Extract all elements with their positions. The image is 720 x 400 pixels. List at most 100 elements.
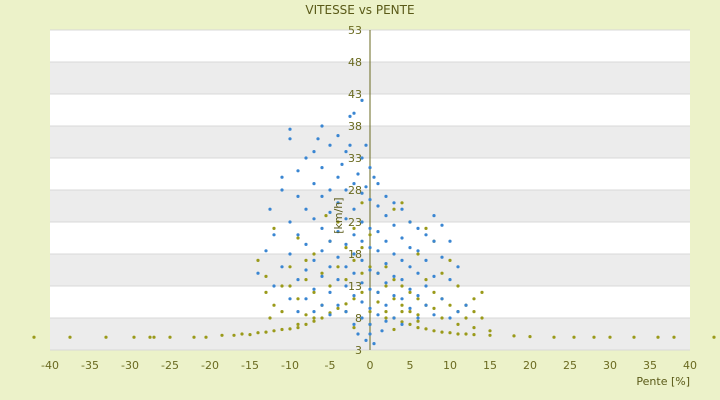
data-point xyxy=(288,265,292,269)
data-point xyxy=(408,290,412,294)
data-point xyxy=(408,287,412,291)
data-point xyxy=(440,316,444,320)
data-point xyxy=(352,182,356,186)
data-point xyxy=(320,316,324,320)
data-point xyxy=(400,258,404,262)
data-point xyxy=(360,201,364,205)
data-point xyxy=(340,162,344,166)
data-point xyxy=(432,329,436,333)
data-point xyxy=(432,290,436,294)
y-tick-label: 23 xyxy=(348,216,362,229)
y-tick-label: 48 xyxy=(348,56,362,69)
data-point xyxy=(384,310,388,314)
data-point xyxy=(360,258,364,262)
data-point xyxy=(400,201,404,205)
data-point xyxy=(552,335,556,339)
data-point xyxy=(328,188,332,192)
data-point xyxy=(296,236,300,240)
data-point xyxy=(392,223,396,227)
data-point xyxy=(424,258,428,262)
data-point xyxy=(288,297,292,301)
data-point xyxy=(368,226,372,230)
data-point xyxy=(372,175,376,179)
data-point xyxy=(320,124,324,128)
data-point xyxy=(464,316,468,320)
data-point xyxy=(312,182,316,186)
data-point xyxy=(360,220,364,224)
x-tick-label: 40 xyxy=(683,359,697,372)
data-point xyxy=(416,294,420,298)
data-point xyxy=(352,271,356,275)
data-point xyxy=(360,156,364,160)
data-point xyxy=(312,150,316,154)
data-point xyxy=(344,188,348,192)
data-point xyxy=(320,226,324,230)
data-point xyxy=(440,271,444,275)
data-point xyxy=(320,194,324,198)
data-point xyxy=(416,249,420,253)
data-point xyxy=(288,127,292,131)
data-point xyxy=(424,284,428,288)
data-point xyxy=(152,335,156,339)
data-point xyxy=(392,207,396,211)
data-point xyxy=(472,326,476,330)
data-point xyxy=(408,246,412,250)
data-point xyxy=(384,281,388,285)
data-point xyxy=(480,290,484,294)
data-point xyxy=(432,214,436,218)
data-point xyxy=(280,284,284,288)
data-point xyxy=(288,327,292,331)
data-point xyxy=(392,278,396,282)
data-point xyxy=(368,268,372,272)
data-point xyxy=(320,166,324,170)
data-point xyxy=(256,331,260,335)
x-tick-label: -25 xyxy=(161,359,179,372)
y-tick-label: 38 xyxy=(348,120,362,133)
data-point xyxy=(168,335,172,339)
data-point xyxy=(344,278,348,282)
x-tick-label: 25 xyxy=(563,359,577,372)
data-point xyxy=(264,274,268,278)
data-point xyxy=(424,303,428,307)
data-point xyxy=(400,236,404,240)
data-point xyxy=(400,310,404,314)
data-point xyxy=(312,319,316,323)
y-tick-labels: 38131823283338434853 xyxy=(348,24,362,357)
data-point xyxy=(368,198,372,202)
data-point xyxy=(440,330,444,334)
data-point xyxy=(432,306,436,310)
x-tick-label: -20 xyxy=(201,359,219,372)
data-point xyxy=(280,310,284,314)
data-point xyxy=(320,271,324,275)
data-point xyxy=(360,300,364,304)
data-point xyxy=(424,226,428,230)
data-point xyxy=(280,265,284,269)
data-point xyxy=(376,313,380,317)
data-point xyxy=(528,335,532,339)
data-point xyxy=(344,265,348,269)
data-point xyxy=(368,233,372,237)
data-point xyxy=(712,335,716,339)
data-point xyxy=(384,265,388,269)
data-point xyxy=(656,335,660,339)
data-point xyxy=(336,306,340,310)
data-points xyxy=(32,98,716,346)
data-point xyxy=(304,258,308,262)
data-point xyxy=(368,332,372,336)
data-point xyxy=(324,214,328,218)
data-point xyxy=(192,335,196,339)
data-point xyxy=(336,278,340,282)
data-point xyxy=(432,239,436,243)
y-tick-label: 13 xyxy=(348,280,362,293)
data-point xyxy=(384,284,388,288)
data-point xyxy=(400,322,404,326)
data-point xyxy=(472,297,476,301)
data-point xyxy=(392,316,396,320)
data-point xyxy=(456,322,460,326)
data-point xyxy=(320,303,324,307)
data-point xyxy=(304,156,308,160)
data-point xyxy=(304,278,308,282)
data-point xyxy=(352,322,356,326)
y-tick-label: 43 xyxy=(348,88,362,101)
data-point xyxy=(304,313,308,317)
